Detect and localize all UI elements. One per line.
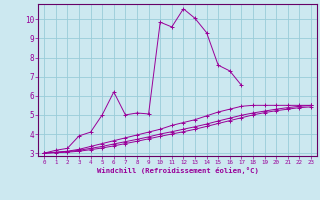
X-axis label: Windchill (Refroidissement éolien,°C): Windchill (Refroidissement éolien,°C) xyxy=(97,167,259,174)
